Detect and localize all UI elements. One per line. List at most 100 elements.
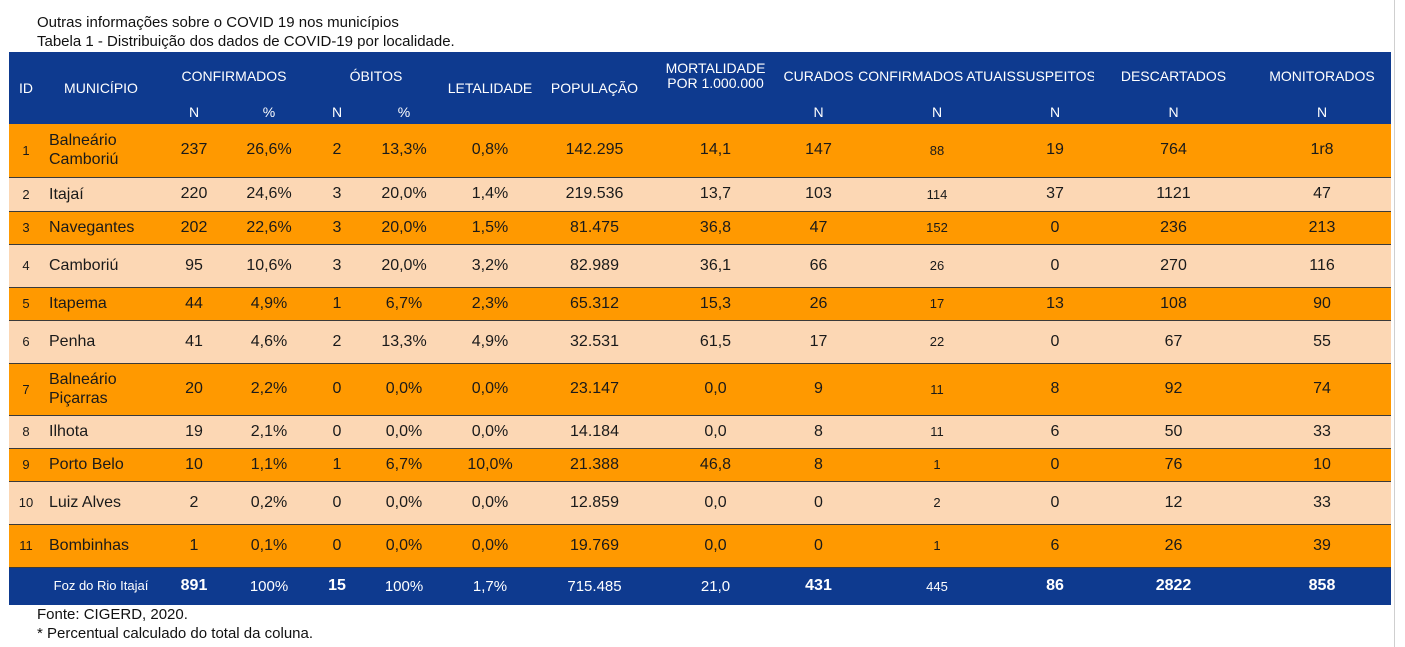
col-obitos-header: ÓBITOS (309, 52, 443, 100)
cell-confirmados-pct: 0,1% (229, 524, 309, 568)
caption-title: Outras informações sobre o COVID 19 nos … (37, 14, 399, 31)
cell-letalidade: 10,0% (443, 448, 537, 482)
cell-id: 7 (9, 363, 43, 416)
table-row: 1 Balneário Camboriú 237 26,6% 2 13,3% 0,8% 142… (9, 124, 1391, 178)
cell-obitos-n: 1 (309, 448, 365, 482)
col-suspeitos-header: SUSPEITOS (1016, 52, 1094, 100)
cell-suspeitos: 0 (1016, 448, 1094, 482)
cell-confirmados-atuais: 88 (858, 124, 1016, 178)
total-confirmados-pct: 100% (229, 567, 309, 605)
table-row: 5 Itapema 44 4,9% 1 6,7% 2,3% 65.312 15,3 26 17 13 1… (9, 287, 1391, 321)
cell-confirmados-pct: 1,1% (229, 448, 309, 482)
col-id-header: ID (9, 52, 43, 124)
sub-header-n: N (858, 100, 1016, 124)
cell-letalidade: 1,4% (443, 177, 537, 212)
cell-obitos-pct: 6,7% (365, 287, 443, 321)
total-id-cell (9, 567, 43, 605)
cell-curados: 8 (779, 448, 858, 482)
cell-populacao: 81.475 (537, 211, 652, 245)
cell-confirmados-n: 19 (159, 415, 229, 449)
col-mortalidade-header: MORTALIDADE POR 1.000.000 (652, 52, 779, 100)
cell-obitos-pct: 13,3% (365, 124, 443, 178)
total-mortalidade: 21,0 (652, 567, 779, 605)
cell-curados: 0 (779, 524, 858, 568)
cell-mortalidade: 46,8 (652, 448, 779, 482)
cell-mortalidade: 36,1 (652, 244, 779, 288)
total-suspeitos: 86 (1016, 567, 1094, 605)
cell-curados: 66 (779, 244, 858, 288)
cell-obitos-n: 1 (309, 287, 365, 321)
sub-header-pct: % (229, 100, 309, 124)
cell-suspeitos: 0 (1016, 244, 1094, 288)
cell-municipio: Itapema (43, 287, 159, 321)
table-row: 8 Ilhota 19 2,1% 0 0,0% 0,0% 14.184 0,0 8 11 6 50 33 (9, 415, 1391, 449)
total-populacao: 715.485 (537, 567, 652, 605)
table-row: 11 Bombinhas 1 0,1% 0 0,0% 0,0% 19.769 0,0 0 1 6 26 3… (9, 524, 1391, 568)
cell-descartados: 92 (1094, 363, 1253, 416)
cell-populacao: 65.312 (537, 287, 652, 321)
cell-suspeitos: 6 (1016, 415, 1094, 449)
cell-populacao: 12.859 (537, 481, 652, 525)
cell-descartados: 12 (1094, 481, 1253, 525)
cell-obitos-pct: 6,7% (365, 448, 443, 482)
cell-obitos-pct: 13,3% (365, 320, 443, 364)
total-label: Foz do Rio Itajaí (43, 567, 159, 605)
cell-obitos-n: 0 (309, 415, 365, 449)
col-descartados-header: DESCARTADOS (1094, 52, 1253, 100)
cell-letalidade: 0,0% (443, 481, 537, 525)
cell-obitos-n: 3 (309, 177, 365, 212)
cell-confirmados-n: 95 (159, 244, 229, 288)
cell-suspeitos: 0 (1016, 211, 1094, 245)
cell-municipio: Itajaí (43, 177, 159, 212)
cell-obitos-pct: 0,0% (365, 415, 443, 449)
table-row: 9 Porto Belo 10 1,1% 1 6,7% 10,0% 21.388 46,8 8 1 0… (9, 448, 1391, 482)
cell-populacao: 23.147 (537, 363, 652, 416)
col-municipio-header: MUNICÍPIO (43, 52, 159, 124)
cell-monitorados: 33 (1253, 481, 1391, 525)
cell-confirmados-atuais: 26 (858, 244, 1016, 288)
cell-municipio: Porto Belo (43, 448, 159, 482)
col-populacao-header: POPULAÇÃO (537, 52, 652, 124)
cell-confirmados-pct: 4,6% (229, 320, 309, 364)
cell-id: 8 (9, 415, 43, 449)
cell-monitorados: 213 (1253, 211, 1391, 245)
total-curados: 431 (779, 567, 858, 605)
cell-mortalidade: 15,3 (652, 287, 779, 321)
cell-populacao: 14.184 (537, 415, 652, 449)
cell-mortalidade: 36,8 (652, 211, 779, 245)
cell-curados: 8 (779, 415, 858, 449)
cell-descartados: 108 (1094, 287, 1253, 321)
cell-mortalidade: 0,0 (652, 481, 779, 525)
sub-header-n: N (309, 100, 365, 124)
cell-descartados: 26 (1094, 524, 1253, 568)
cell-municipio: Penha (43, 320, 159, 364)
cell-confirmados-pct: 10,6% (229, 244, 309, 288)
total-descartados: 2822 (1094, 567, 1253, 605)
cell-municipio: Luiz Alves (43, 481, 159, 525)
cell-monitorados: 90 (1253, 287, 1391, 321)
cell-obitos-pct: 20,0% (365, 244, 443, 288)
cell-suspeitos: 0 (1016, 481, 1094, 525)
cell-suspeitos: 19 (1016, 124, 1094, 178)
sub-header-pct: % (365, 100, 443, 124)
cell-descartados: 1121 (1094, 177, 1253, 212)
cell-id: 2 (9, 177, 43, 212)
cell-confirmados-n: 220 (159, 177, 229, 212)
sub-header-empty (652, 100, 779, 124)
cell-monitorados: 55 (1253, 320, 1391, 364)
cell-confirmados-pct: 22,6% (229, 211, 309, 245)
col-monitorados-header: MONITORADOS (1253, 52, 1391, 100)
cell-populacao: 21.388 (537, 448, 652, 482)
cell-descartados: 236 (1094, 211, 1253, 245)
cell-obitos-n: 0 (309, 524, 365, 568)
sub-header-n: N (159, 100, 229, 124)
cell-obitos-pct: 20,0% (365, 211, 443, 245)
cell-curados: 9 (779, 363, 858, 416)
cell-descartados: 50 (1094, 415, 1253, 449)
sub-header-n: N (779, 100, 858, 124)
col-letalidade-header: LETALIDADE (443, 52, 537, 124)
cell-confirmados-pct: 2,1% (229, 415, 309, 449)
cell-suspeitos: 0 (1016, 320, 1094, 364)
sub-header-n: N (1253, 100, 1391, 124)
cell-monitorados: 116 (1253, 244, 1391, 288)
